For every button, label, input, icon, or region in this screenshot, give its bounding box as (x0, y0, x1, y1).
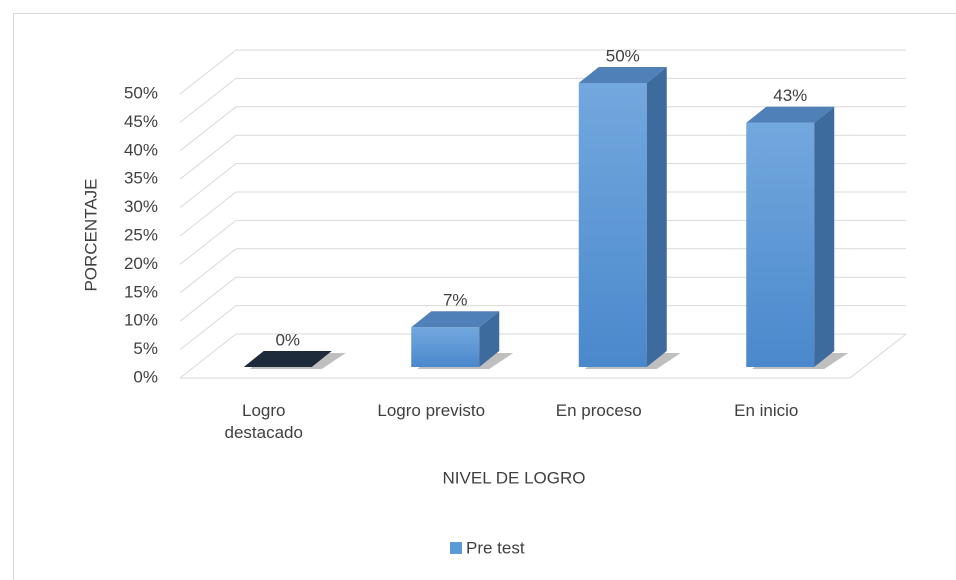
y-tick-label: 50% (124, 83, 158, 102)
x-axis-title: NIVEL DE LOGRO (443, 468, 586, 487)
x-tick-label: En proceso (555, 401, 642, 420)
y-tick-label: 25% (124, 225, 158, 244)
y-axis-title: PORCENTAJE (81, 178, 100, 291)
grid-line (179, 219, 906, 265)
bar-top (411, 311, 500, 328)
chart-border (13, 13, 956, 580)
legend-swatch (450, 542, 462, 554)
x-tick-label: Logro destacado (224, 401, 303, 442)
bar-top (578, 67, 667, 83)
y-tick-label: 40% (124, 140, 158, 159)
grid-line (179, 191, 906, 237)
grid-line (179, 77, 906, 123)
bar-side (479, 311, 500, 367)
grid-line (179, 49, 906, 95)
grid-line (179, 276, 906, 322)
y-tick-label: 0% (133, 367, 158, 386)
y-tick-label: 5% (133, 339, 158, 358)
bar-front (411, 327, 480, 367)
bar-top (746, 106, 835, 123)
x-tick-label: En inicio (734, 401, 799, 420)
grid-line (179, 163, 906, 208)
bar (746, 106, 849, 369)
bar-side (646, 67, 667, 367)
grid-line (179, 305, 906, 350)
floor-right (849, 333, 907, 379)
grid-line (179, 333, 906, 379)
bar-front (746, 122, 815, 367)
data-label: 50% (606, 46, 640, 65)
grid-line (179, 134, 906, 180)
data-label: 7% (443, 291, 468, 310)
legend-label: Pre test (466, 538, 525, 557)
y-tick-label: 45% (124, 112, 158, 131)
data-label: 0% (275, 330, 300, 349)
y-tick-label: 15% (124, 282, 158, 301)
bar (243, 351, 346, 369)
grid-line (179, 248, 906, 294)
bar (578, 67, 681, 369)
grid-line (179, 106, 906, 152)
data-label: 43% (773, 86, 807, 105)
x-tick-label: Logro previsto (377, 401, 486, 420)
y-tick-label: 10% (124, 311, 158, 330)
y-tick-label: 20% (124, 254, 158, 273)
bar-top (243, 351, 332, 367)
y-tick-label: 35% (124, 169, 158, 188)
y-tick-label: 30% (124, 197, 158, 216)
bar (411, 311, 514, 369)
bar-front (578, 83, 647, 367)
bar-side (814, 106, 835, 367)
